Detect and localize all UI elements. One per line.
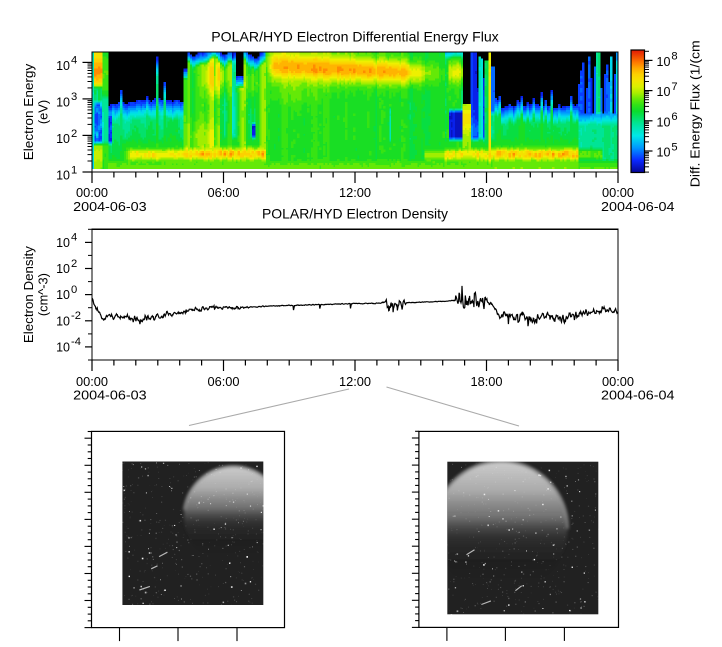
svg-text:10: 10: [56, 236, 70, 250]
svg-text:10: 10: [56, 262, 70, 276]
svg-text:6: 6: [671, 111, 677, 123]
svg-text:Diff. Energy Flux (1/(cm: Diff. Energy Flux (1/(cm: [688, 40, 703, 187]
svg-text:00:00: 00:00: [76, 374, 108, 389]
svg-text:10: 10: [56, 340, 70, 354]
svg-text:-2: -2: [71, 310, 81, 322]
svg-text:18:00: 18:00: [470, 374, 502, 389]
svg-text:Electron Density: Electron Density: [21, 245, 36, 343]
svg-text:10: 10: [657, 115, 671, 129]
svg-text:10: 10: [657, 85, 671, 99]
svg-text:00:00: 00:00: [76, 185, 108, 200]
svg-text:2: 2: [71, 258, 77, 270]
svg-text:10: 10: [657, 146, 671, 160]
svg-text:2004-06-04: 2004-06-04: [601, 388, 675, 403]
svg-text:10: 10: [56, 59, 70, 73]
svg-text:(eV): (eV): [36, 100, 51, 124]
svg-text:POLAR/HYD Electron Differenti: POLAR/HYD Electron Differential Energy F…: [211, 29, 499, 44]
svg-text:10: 10: [657, 55, 671, 69]
svg-text:12:00: 12:00: [339, 374, 371, 389]
svg-text:POLAR/HYD Electron Density: POLAR/HYD Electron Density: [262, 207, 448, 222]
svg-text:10: 10: [56, 95, 70, 109]
svg-text:8: 8: [671, 51, 677, 63]
svg-text:00:00: 00:00: [602, 374, 634, 389]
svg-text:2: 2: [71, 128, 77, 140]
svg-text:10: 10: [56, 132, 70, 146]
svg-text:5: 5: [671, 141, 677, 153]
svg-text:(cm^-3): (cm^-3): [36, 273, 51, 316]
svg-text:4: 4: [71, 232, 77, 244]
svg-text:-4: -4: [71, 336, 81, 348]
svg-text:00:00: 00:00: [602, 185, 634, 200]
svg-text:2004-06-04: 2004-06-04: [601, 199, 675, 214]
svg-text:2004-06-03: 2004-06-03: [73, 388, 147, 403]
svg-text:1: 1: [71, 164, 77, 176]
svg-text:18:00: 18:00: [470, 185, 502, 200]
svg-text:7: 7: [671, 81, 677, 93]
svg-text:4: 4: [71, 55, 77, 67]
svg-text:10: 10: [56, 169, 70, 183]
svg-text:10: 10: [56, 288, 70, 302]
svg-text:3: 3: [71, 91, 77, 103]
svg-text:2004-06-03: 2004-06-03: [73, 199, 147, 214]
svg-text:06:00: 06:00: [207, 374, 239, 389]
svg-text:Electron Energy: Electron Energy: [21, 63, 36, 160]
svg-text:06:00: 06:00: [207, 185, 239, 200]
svg-text:0: 0: [71, 284, 77, 296]
svg-text:10: 10: [56, 314, 70, 328]
svg-text:12:00: 12:00: [339, 185, 371, 200]
